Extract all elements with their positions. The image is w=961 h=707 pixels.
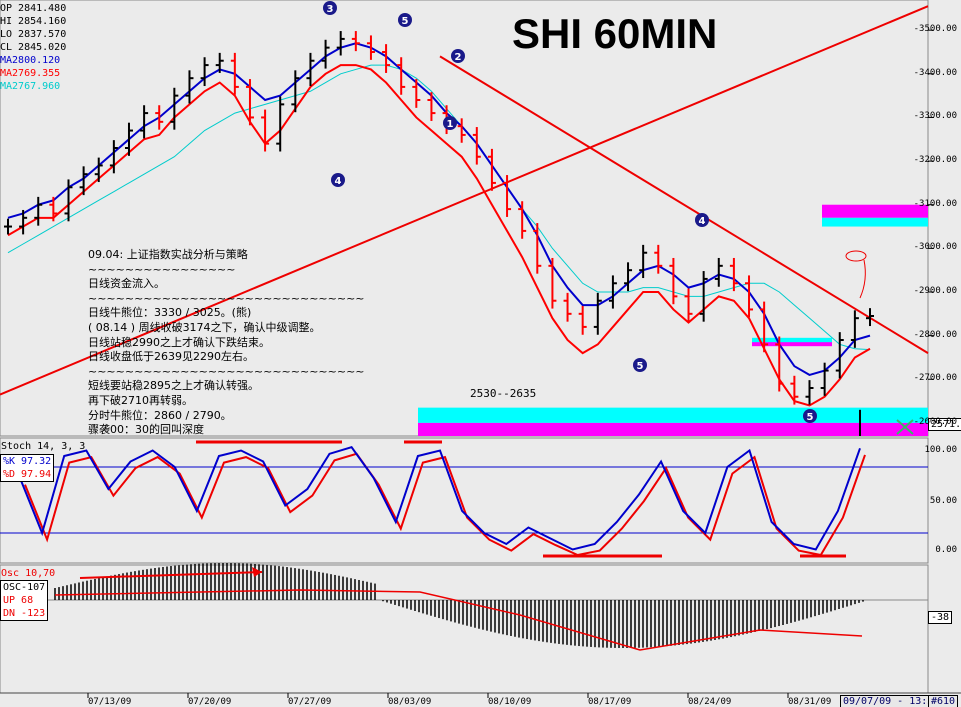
stoch-k-label: %K 97.32 (3, 456, 52, 467)
y-tick-label: -2800.00 (913, 329, 957, 340)
ohlc-line-6: MA2767.960 (0, 81, 61, 92)
stoch-header: Stoch 14, 3, 3 (1, 441, 86, 452)
x-tick-label: 07/27/09 (288, 697, 332, 707)
osc-dn-label: DN -123 (3, 608, 46, 619)
chart-title: SHI 60MIN (512, 10, 718, 57)
x-tick-label: 08/24/09 (688, 697, 732, 707)
wave-marker-label: 4 (335, 176, 342, 187)
y-tick-label: -3100.00 (913, 198, 957, 209)
ohlc-line-5: MA2769.355 (0, 68, 61, 79)
wave-marker-icon (331, 173, 345, 187)
x-tick-label: 07/13/09 (88, 697, 132, 707)
wave-marker-icon (451, 49, 465, 63)
osc-header: Osc 10,70 (1, 568, 56, 579)
circle-annotation (845, 250, 867, 262)
stoch-d-line (24, 452, 866, 557)
y-tick-label: -2700.00 (913, 373, 957, 384)
footer-id: #610 (928, 695, 959, 707)
y-tick-label: -3400.00 (913, 67, 957, 78)
ma-line-3 (7, 64, 871, 351)
zone-label: 2530--2635 (470, 387, 537, 400)
y-tick-label: -3200.00 (913, 155, 957, 166)
stoch-panel (0, 437, 929, 564)
ohlc-line-3: CL 2845.020 (0, 42, 67, 53)
y-tick-label: -3000.00 (913, 242, 957, 253)
wave-marker-label: 5 (807, 412, 814, 423)
ohlc-info-box: OP 2841.480 HI 2854.160 LO 2837.570 CL 2845… (0, 2, 66, 93)
wave-marker-icon (398, 13, 412, 27)
wave-marker-icon (803, 409, 817, 423)
stoch-k-line (19, 446, 861, 551)
ohlc-line-2: LO 2837.570 (0, 29, 67, 40)
osc-name: OSC-107 (3, 582, 46, 593)
y-tick-label: -3500.00 (913, 24, 957, 35)
wave-marker-icon (443, 116, 457, 130)
x-marker-icon (896, 419, 914, 435)
stoch-d-label: %D 97.94 (3, 469, 52, 480)
stoch-legend: %K 97.32 %D 97.94 (0, 454, 55, 482)
wave-marker-icon (633, 358, 647, 372)
curve-annotation (859, 259, 866, 299)
analysis-notes: 09.04: 上证指数实战分析与策略 ~~~~~~~~~~~~~~~~ 日线资金… (88, 248, 365, 437)
resistance-zone-magenta (822, 204, 928, 218)
y-tick-label: -2900.00 (913, 286, 957, 296)
wave-marker-label: 3 (327, 4, 334, 15)
wave-marker-label: 4 (699, 216, 706, 227)
mini-zone-cyan (752, 337, 832, 344)
x-tick-label: 08/31/09 (788, 697, 832, 707)
ohlc-line-4: MA2800.120 (0, 55, 61, 66)
osc-arrow-line (79, 571, 263, 579)
stoch-tick-50: 50.00 (929, 496, 957, 506)
falling-trendline (439, 55, 929, 354)
y-tick-label: -2600.00 (913, 416, 957, 427)
ma-line-1 (7, 42, 871, 376)
resistance-zone-cyan (822, 217, 928, 227)
stoch-tick-100: 100.00 (924, 445, 957, 455)
osc-legend: OSC-107 UP 68 DN -123 (0, 580, 49, 621)
x-tick-label: 08/17/09 (588, 697, 632, 707)
osc-tick: -38 (928, 611, 953, 624)
wave-marker-icon (323, 1, 337, 15)
stoch-tick-0: 0.00 (935, 545, 957, 555)
wave-marker-label: 2 (455, 52, 462, 63)
wave-marker-label: 5 (637, 361, 644, 372)
x-tick-label: 08/03/09 (388, 697, 432, 707)
wave-marker-label: 1 (447, 119, 454, 130)
support-zone-magenta (418, 422, 928, 436)
footer-date: 09/07/09 - 13:30 (840, 695, 943, 707)
x-tick-label: 08/10/09 (488, 697, 532, 707)
last-price-label: 2571. (928, 418, 961, 431)
rising-trendline (0, 5, 929, 396)
x-tick-label: 07/20/09 (188, 697, 232, 707)
ohlc-line-0: OP 2841.480 (0, 3, 67, 14)
osc-signal-line (54, 589, 863, 651)
wave-marker-icon (695, 213, 709, 227)
mini-zone-magenta (752, 342, 832, 347)
wave-marker-label: 5 (402, 16, 409, 27)
osc-arrow-head-icon (252, 567, 262, 577)
ohlc-line-1: HI 2854.160 (0, 16, 67, 27)
ma-line-2 (7, 64, 871, 407)
support-zone-cyan (418, 407, 928, 423)
y-tick-label: -3300.00 (913, 111, 957, 122)
osc-up-label: UP 68 (3, 595, 34, 606)
